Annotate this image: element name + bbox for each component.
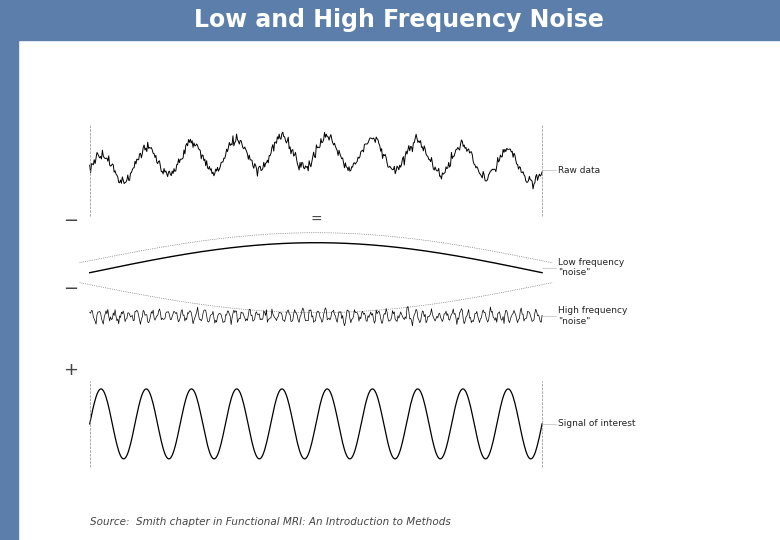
- Text: Signal of interest: Signal of interest: [558, 420, 635, 428]
- Text: −: −: [62, 212, 78, 231]
- Text: =: =: [310, 213, 321, 227]
- Text: High frequency
"noise": High frequency "noise": [558, 306, 627, 326]
- Bar: [0, 0, 18, 540]
- Text: Source:  Smith chapter in Functional MRI: An Introduction to Methods: Source: Smith chapter in Functional MRI:…: [90, 517, 451, 527]
- Text: Low and High Frequency Noise: Low and High Frequency Noise: [194, 8, 604, 32]
- Text: Low frequency
"noise": Low frequency "noise": [558, 258, 624, 278]
- Text: −: −: [62, 280, 78, 298]
- Bar: [18, 0, 780, 40]
- Text: +: +: [62, 361, 78, 379]
- Text: Raw data: Raw data: [558, 166, 600, 174]
